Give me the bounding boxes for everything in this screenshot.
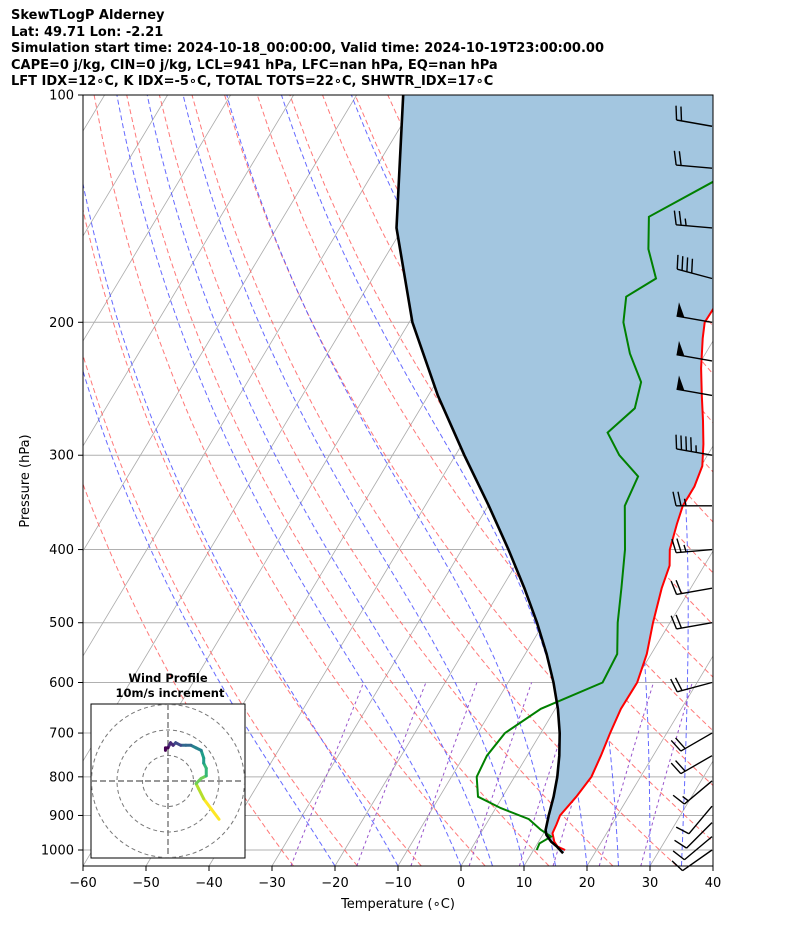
x-tick-label: 40 bbox=[705, 876, 722, 891]
y-tick-label: 200 bbox=[49, 316, 74, 331]
x-tick-label: −10 bbox=[384, 876, 411, 891]
y-tick-label: 1000 bbox=[41, 844, 74, 859]
isotherm bbox=[586, 655, 713, 866]
isotherm bbox=[83, 95, 357, 552]
time-line: Simulation start time: 2024-10-18_00:00:… bbox=[11, 41, 604, 56]
location-line: Lat: 49.71 Lon: -2.21 bbox=[11, 24, 164, 40]
wind-barb bbox=[672, 780, 713, 805]
wind-barb bbox=[676, 375, 713, 397]
wind-barb bbox=[670, 580, 713, 596]
wind-barb bbox=[674, 822, 713, 849]
y-tick-label: 400 bbox=[49, 543, 74, 558]
dry-adiabat bbox=[191, 95, 678, 866]
parcel-profile bbox=[395, 95, 565, 855]
hodograph-segment bbox=[202, 797, 213, 811]
temperature-profile bbox=[551, 307, 713, 851]
wind-barb bbox=[676, 340, 713, 362]
plot-area bbox=[83, 95, 794, 866]
hodograph-title: Wind Profile bbox=[128, 671, 208, 685]
moist-adiabat bbox=[83, 181, 399, 866]
x-tick-label: −50 bbox=[132, 876, 159, 891]
mixing-ratio-line bbox=[468, 682, 533, 866]
wind-barb bbox=[673, 210, 713, 229]
y-tick-label: 100 bbox=[49, 89, 74, 104]
params-line: CAPE=0 j/kg, CIN=0 j/kg, LCL=941 hPa, LF… bbox=[11, 57, 498, 73]
x-tick-label: 20 bbox=[579, 876, 596, 891]
wind-barb bbox=[670, 614, 713, 630]
isotherm bbox=[83, 95, 294, 447]
isotherm bbox=[712, 865, 713, 866]
wind-barb bbox=[670, 732, 713, 752]
chart-header: SkewTLogP Alderney Lat: 49.71 Lon: -2.21… bbox=[11, 8, 604, 91]
dry-adiabat bbox=[714, 95, 794, 866]
y-axis-label: Pressure (hPa) bbox=[18, 434, 33, 527]
mixing-ratio-line bbox=[640, 682, 693, 866]
wind-barb bbox=[676, 254, 713, 280]
wind-barb bbox=[675, 805, 713, 835]
moist-adiabat bbox=[116, 95, 462, 866]
x-tick-label: −60 bbox=[69, 876, 96, 891]
mixing-ratio-line bbox=[598, 682, 654, 866]
axes: −60 −50 −40 −30 −20 −10 0 10 20 30 40 100 200 300 400 5… bbox=[41, 89, 721, 892]
hodograph-segment bbox=[197, 787, 206, 801]
isotherm bbox=[776, 95, 794, 866]
hodograph-inset: Wind Profile 10m/s increment bbox=[90, 671, 246, 859]
x-tick-label: −20 bbox=[321, 876, 348, 891]
chart-title: SkewTLogP Alderney bbox=[11, 8, 165, 23]
wind-barb bbox=[670, 677, 713, 693]
hodograph-subtitle: 10m/s increment bbox=[116, 686, 225, 700]
wind-barb bbox=[675, 434, 713, 456]
x-tick-label: 30 bbox=[642, 876, 659, 891]
x-tick-label: −40 bbox=[195, 876, 222, 891]
dry-adiabat bbox=[83, 482, 294, 866]
wind-barb bbox=[676, 302, 713, 323]
dry-adiabat bbox=[83, 353, 358, 866]
wind-barb bbox=[672, 836, 713, 861]
y-tick-label: 600 bbox=[49, 676, 74, 691]
dry-adiabat bbox=[747, 95, 794, 866]
dry-adiabat bbox=[93, 95, 486, 866]
moist-adiabat bbox=[182, 95, 525, 866]
indices-line: LFT IDX=12∘C, K IDX=-5∘C, TOTAL TOTS=22∘… bbox=[11, 74, 494, 89]
mixing-ratio-line bbox=[410, 682, 478, 866]
dry-adiabat bbox=[224, 95, 713, 843]
moist-adiabat bbox=[83, 369, 336, 866]
y-tick-label: 500 bbox=[49, 616, 74, 631]
y-tick-label: 800 bbox=[49, 770, 74, 785]
x-axis-label: Temperature (∘C) bbox=[340, 897, 455, 912]
x-tick-label: −30 bbox=[258, 876, 285, 891]
y-tick-label: 700 bbox=[49, 727, 74, 742]
wind-barb bbox=[672, 491, 712, 507]
dry-adiabat bbox=[83, 207, 422, 866]
x-tick-label: 0 bbox=[457, 876, 465, 891]
y-tick-label: 900 bbox=[49, 809, 74, 824]
cape-cin-shading bbox=[396, 95, 713, 854]
isotherm bbox=[83, 95, 231, 342]
wind-barb bbox=[671, 538, 713, 554]
wind-barbs bbox=[670, 105, 713, 872]
y-tick-label: 300 bbox=[49, 449, 74, 464]
mixing-ratio-line bbox=[356, 682, 427, 866]
wind-barb bbox=[675, 105, 713, 127]
isotherm bbox=[83, 95, 168, 237]
dry-adiabat bbox=[126, 95, 550, 866]
moist-adiabat bbox=[226, 95, 556, 866]
dewpoint-profile bbox=[475, 180, 713, 851]
mixing-ratio-line bbox=[290, 682, 365, 866]
hodograph-segment bbox=[209, 807, 221, 821]
wind-barb bbox=[673, 150, 713, 169]
isotherm bbox=[83, 95, 420, 657]
wind-barb bbox=[670, 755, 713, 775]
x-tick-label: 10 bbox=[516, 876, 533, 891]
moist-adiabat bbox=[146, 95, 493, 866]
